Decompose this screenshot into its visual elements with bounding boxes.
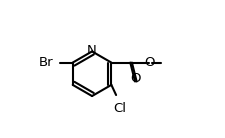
Text: O: O xyxy=(144,56,155,69)
Text: Br: Br xyxy=(39,56,54,69)
Text: Cl: Cl xyxy=(112,102,125,115)
Text: N: N xyxy=(87,44,97,57)
Text: O: O xyxy=(130,72,140,85)
